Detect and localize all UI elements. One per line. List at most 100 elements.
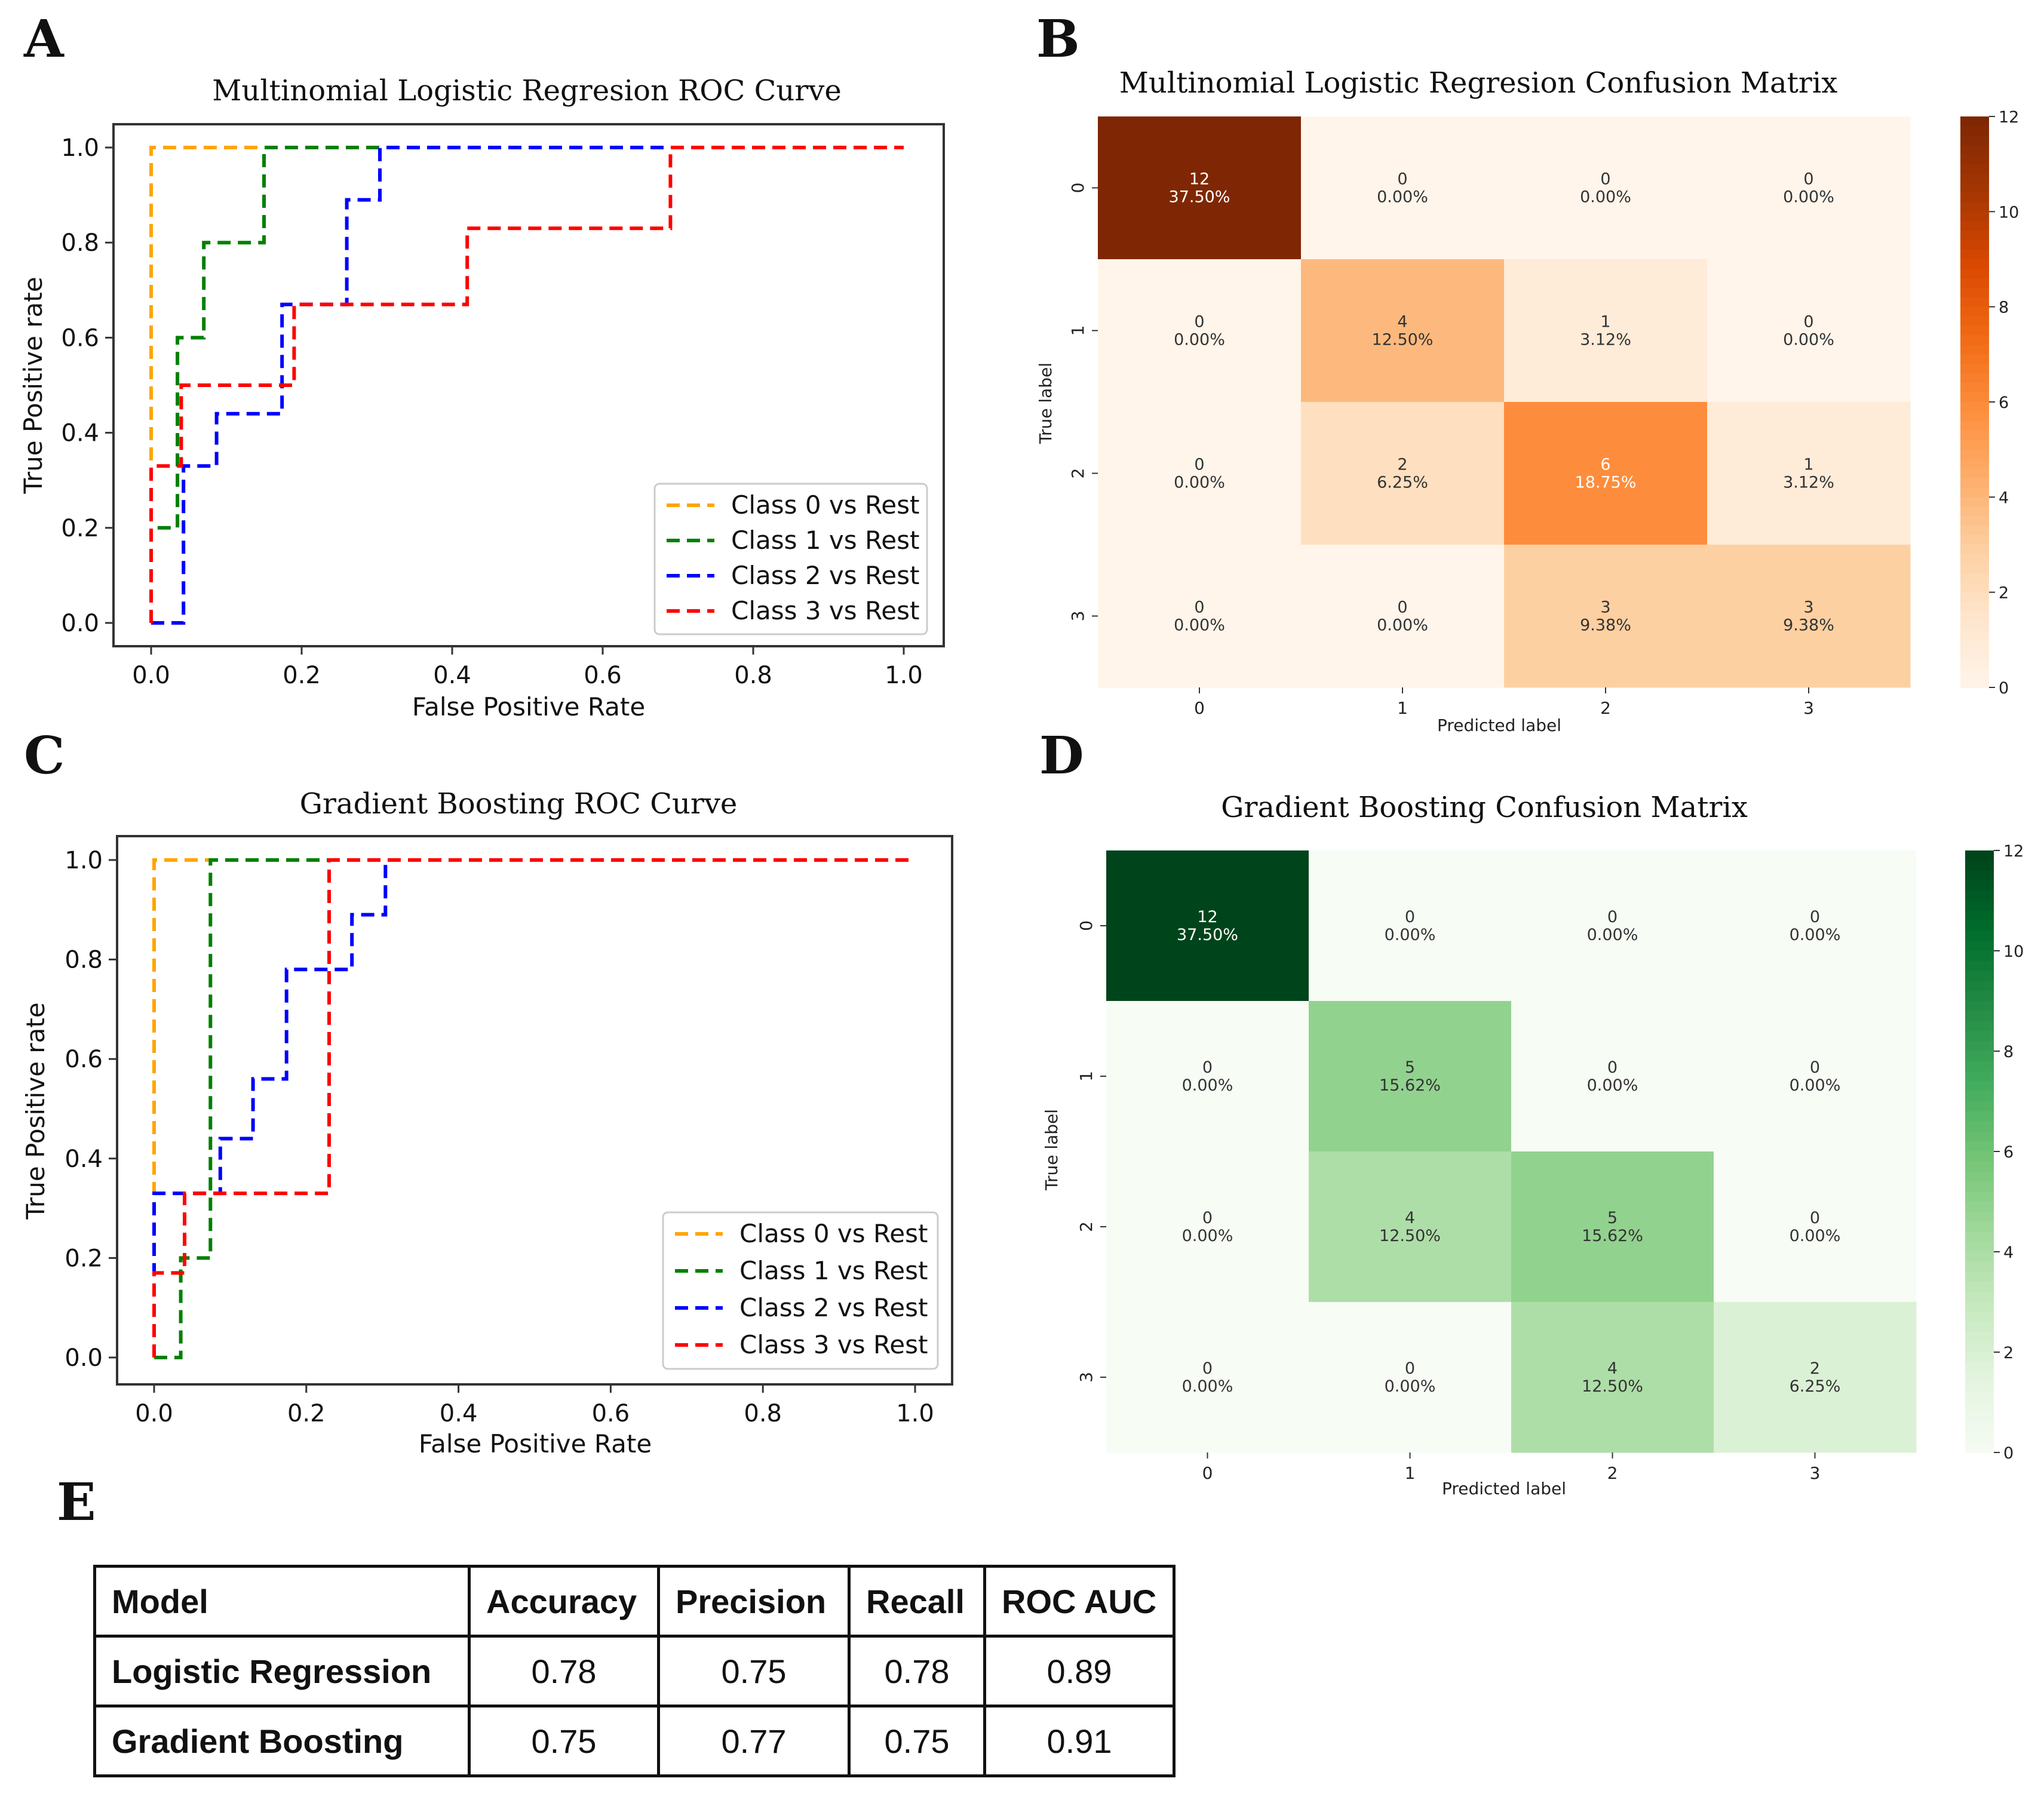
heatmap-cell (1309, 1302, 1512, 1453)
colorbar-segment (1960, 402, 1989, 412)
plot-frame (116, 835, 953, 1386)
cell-percent: 0.00% (1587, 926, 1638, 944)
colorbar-segment (1965, 1402, 1994, 1413)
colorbar-segment (1965, 1191, 1994, 1202)
colorbar-segment (1965, 1101, 1994, 1112)
cell-precision: 0.77 (657, 1704, 851, 1777)
colorbar-segment (1965, 1131, 1994, 1143)
colorbar-segment (1965, 1342, 1994, 1353)
legend-label: Class 3 vs Rest (739, 1330, 928, 1359)
cell-percent: 0.00% (1790, 1076, 1841, 1095)
x-tick-label: 0.8 (734, 662, 772, 689)
table-row: Logistic Regression 0.78 0.75 0.78 0.89 (93, 1635, 1176, 1707)
cell-percent: 0.00% (1377, 188, 1428, 207)
cell-count: 0 (1607, 908, 1618, 926)
panel-letter-b: B (1036, 9, 1080, 69)
heatmap-cell (1504, 259, 1708, 403)
cell-model: Gradient Boosting (93, 1704, 471, 1777)
colorbar: 0 2 4 6 8 10 12 (1960, 108, 2019, 698)
colorbar-segment (1965, 1181, 1994, 1193)
colorbar-segment (1965, 1252, 1994, 1263)
legend-box (662, 1211, 939, 1370)
heatmap-cell (1098, 545, 1302, 688)
colorbar-segment (1960, 649, 1989, 660)
colorbar-segment (1960, 278, 1989, 288)
colorbar-segment (1960, 221, 1989, 232)
colorbar-segment (1960, 430, 1989, 441)
y-tick-label: 0.2 (61, 515, 99, 542)
colorbar-segment (1960, 478, 1989, 489)
cell-precision: 0.75 (657, 1635, 851, 1707)
header-accuracy: Accuracy (468, 1565, 660, 1638)
y-tick-label: 0.8 (61, 229, 99, 257)
colorbar-segment (1960, 601, 1989, 612)
y-tick-label: 2 (1076, 1221, 1096, 1232)
colorbar-segment (1960, 516, 1989, 527)
colorbar-segment (1965, 1261, 1994, 1273)
cell-percent: 0.00% (1790, 926, 1841, 944)
cell-model: Logistic Regression (93, 1635, 471, 1707)
panel-letter-e: E (57, 1472, 96, 1532)
cell-accuracy: 0.75 (468, 1704, 660, 1777)
colorbar-tick-label: 12 (1999, 108, 2019, 127)
x-axis-label: Predicted label (1442, 1479, 1566, 1498)
heatmap-cell (1504, 116, 1708, 260)
x-tick-label: 1 (1397, 698, 1408, 718)
colorbar-segment (1965, 1021, 1994, 1032)
colorbar-segment (1960, 582, 1989, 593)
colorbar-segment (1965, 1061, 1994, 1072)
colorbar-segment (1960, 364, 1989, 374)
cell-percent: 15.62% (1379, 1076, 1441, 1095)
colorbar-segment (1960, 383, 1989, 394)
colorbar-tick-label: 2 (1999, 584, 2009, 603)
colorbar-segment (1960, 135, 1989, 146)
colorbar-segment (1965, 1382, 1994, 1393)
colorbar-segment (1965, 1362, 1994, 1373)
cell-percent: 37.50% (1169, 188, 1230, 207)
cell-percent: 3.12% (1580, 331, 1631, 349)
y-tick-label: 0.6 (65, 1046, 103, 1073)
colorbar-segment (1965, 1231, 1994, 1243)
colorbar-segment (1960, 202, 1989, 213)
header-recall: Recall (848, 1565, 986, 1638)
colorbar-segment (1960, 154, 1989, 165)
colorbar-segment (1960, 125, 1989, 136)
cell-recall: 0.75 (848, 1704, 986, 1777)
cell-percent: 18.75% (1575, 474, 1637, 492)
legend-box (653, 483, 928, 635)
colorbar-segment (1960, 420, 1989, 431)
colorbar-segment (1960, 373, 1989, 384)
heatmap-cell (1098, 259, 1302, 403)
cell-percent: 12.50% (1379, 1227, 1441, 1245)
colorbar-segment (1965, 901, 1994, 911)
heatmap-cell (1301, 116, 1505, 260)
colorbar-segment (1960, 240, 1989, 251)
colorbar-segment (1965, 1091, 1994, 1102)
colorbar-segment (1965, 1422, 1994, 1433)
header-model: Model (93, 1565, 471, 1638)
colorbar-segment (1960, 259, 1989, 269)
roc-series-line (149, 146, 904, 623)
colorbar-tick-label: 2 (2003, 1344, 2014, 1362)
y-tick-label: 0.0 (61, 610, 99, 637)
cell-percent: 0.00% (1174, 616, 1225, 635)
colorbar-segment (1960, 345, 1989, 355)
roc-series-line (151, 146, 904, 625)
colorbar-segment (1965, 1442, 1994, 1453)
colorbar-segment (1965, 1332, 1994, 1343)
y-tick-label: 1 (1076, 1071, 1096, 1082)
colorbar-segment (1965, 1292, 1994, 1303)
colorbar-tick-label: 10 (2003, 942, 2024, 961)
cell-count: 0 (1810, 1058, 1820, 1077)
colorbar-segment (1965, 951, 1994, 962)
colorbar-segment (1965, 960, 1994, 972)
x-tick-label: 3 (1803, 698, 1814, 718)
cell-count: 3 (1803, 598, 1813, 617)
panel-letter-c: C (24, 726, 65, 786)
cell-count: 0 (1194, 598, 1204, 617)
x-tick-label: 0.2 (287, 1400, 326, 1427)
colorbar-segment (1960, 611, 1989, 622)
x-tick-label: 2 (1607, 1463, 1618, 1483)
colorbar-segment (1965, 1432, 1994, 1444)
